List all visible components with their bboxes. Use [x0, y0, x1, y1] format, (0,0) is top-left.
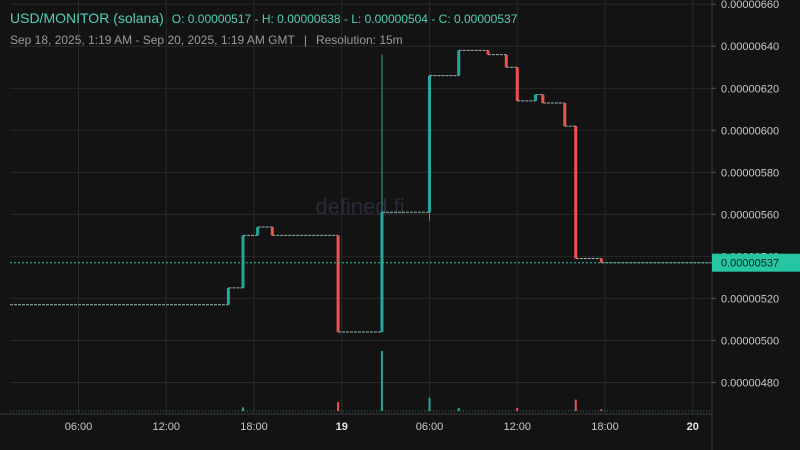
candle-body [504, 54, 508, 68]
candle-body [427, 75, 431, 213]
x-tick-label: 19 [336, 421, 348, 433]
x-tick-label: 18:00 [240, 421, 268, 433]
y-tick-label: 0.00000580 [721, 167, 779, 179]
y-tick-label: 0.00000520 [721, 293, 779, 305]
candle-body [534, 94, 538, 101]
price-segments [10, 49, 712, 333]
current-price-tag: 0.00000537 [712, 253, 800, 272]
resolution-label[interactable]: Resolution: 15m [315, 33, 403, 47]
volume-bar [242, 407, 245, 411]
volume-bar [457, 408, 460, 411]
candle-body [241, 235, 245, 288]
candle-body [270, 226, 274, 236]
candle-body [599, 258, 603, 263]
x-tick-label: 12:00 [503, 421, 531, 433]
x-tick-label: 06:00 [65, 421, 93, 433]
y-tick-label: 0.00000660 [721, 0, 779, 11]
candle-body [515, 67, 519, 101]
candle-body [541, 94, 545, 103]
candle-body [380, 212, 384, 333]
candle-body [256, 226, 260, 236]
candle-body [486, 50, 490, 55]
candles [226, 50, 603, 333]
candle-body [563, 102, 567, 127]
volume-bars [10, 351, 712, 412]
current-price-tag-label: 0.00000537 [721, 258, 779, 270]
symbol-label[interactable]: USD/MONITOR (solana) [10, 10, 164, 26]
y-axis[interactable]: 0.00000660 0.00000640 0.00000620 0.00000600… [711, 0, 779, 450]
chart-header: USD/MONITOR (solana) O: 0.00000517 - H: … [10, 10, 517, 47]
grid [10, 0, 712, 414]
y-tick-label: 0.00000600 [721, 125, 779, 137]
candle-body [574, 126, 578, 259]
volume-bar [574, 399, 577, 411]
x-axis[interactable]: 06:00 12:00 18:00 19 06:00 12:00 18:00 20 [0, 413, 712, 433]
candle-body [336, 235, 340, 333]
x-tick-label: 18:00 [591, 421, 619, 433]
volume-bar [516, 408, 519, 411]
volume-bar [428, 397, 431, 411]
y-tick-label: 0.00000620 [721, 83, 779, 95]
x-tick-label: 20 [687, 421, 699, 433]
current-price-tag-bg [712, 253, 800, 272]
y-tick-label: 0.00000480 [721, 377, 779, 389]
candle-body [457, 50, 461, 76]
watermark: defined.fi [315, 194, 404, 219]
date-range: Sep 18, 2025, 1:19 AM - Sep 20, 2025, 1:… [10, 33, 295, 47]
header-separator: | [303, 33, 307, 47]
volume-bar [337, 402, 340, 411]
y-tick-label: 0.00000500 [721, 335, 779, 347]
ohlc-readout: O: 0.00000517 - H: 0.00000638 - L: 0.000… [171, 12, 518, 26]
y-tick-label: 0.00000560 [721, 209, 779, 221]
volume-bar [380, 351, 383, 411]
x-tick-label: 12:00 [152, 421, 180, 433]
y-tick-label: 0.00000640 [721, 41, 779, 53]
volume-bar [600, 409, 603, 411]
x-tick-label: 06:00 [416, 421, 444, 433]
candle-body [226, 287, 230, 305]
